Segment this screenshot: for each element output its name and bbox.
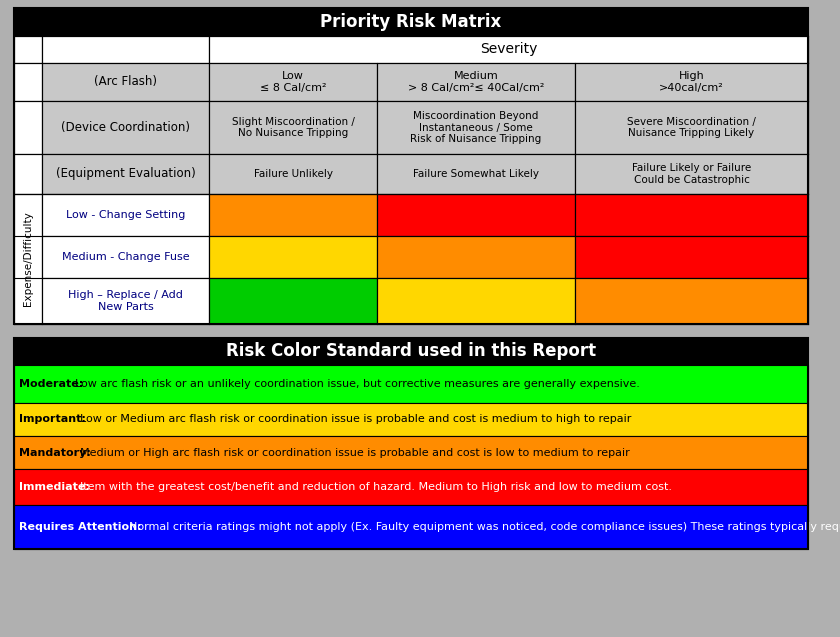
Bar — [575, 278, 808, 324]
Bar — [42, 36, 209, 63]
Text: Item with the greatest cost/benefit and reduction of hazard. Medium to High risk: Item with the greatest cost/benefit and … — [73, 482, 672, 492]
Text: Failure Somewhat Likely: Failure Somewhat Likely — [413, 169, 539, 179]
Bar — [14, 8, 808, 324]
Text: High – Replace / Add
New Parts: High – Replace / Add New Parts — [68, 290, 183, 311]
Bar — [14, 8, 808, 36]
Text: Medium or High arc flash risk or coordination issue is probable and cost is low : Medium or High arc flash risk or coordin… — [73, 448, 630, 457]
Text: (Equipment Evaluation): (Equipment Evaluation) — [55, 168, 196, 180]
Bar — [209, 154, 377, 194]
Bar — [14, 194, 42, 324]
Text: Low
≤ 8 Cal/cm²: Low ≤ 8 Cal/cm² — [260, 71, 326, 93]
Text: Failure Likely or Failure
Could be Catastrophic: Failure Likely or Failure Could be Catas… — [632, 163, 751, 185]
Bar — [575, 194, 808, 236]
Text: Moderate:: Moderate: — [19, 379, 83, 389]
Bar — [42, 154, 209, 194]
Text: Medium
> 8 Cal/cm²≤ 40Cal/cm²: Medium > 8 Cal/cm²≤ 40Cal/cm² — [407, 71, 544, 93]
Bar — [42, 194, 209, 236]
Bar — [14, 36, 42, 63]
Text: Requires Attention:: Requires Attention: — [19, 522, 141, 532]
Text: Immediate:: Immediate: — [19, 482, 90, 492]
Bar — [209, 278, 377, 324]
Text: Low or Medium arc flash risk or coordination issue is probable and cost is mediu: Low or Medium arc flash risk or coordina… — [73, 415, 632, 424]
Bar — [42, 101, 209, 154]
Bar — [377, 236, 575, 278]
Text: Risk Color Standard used in this Report: Risk Color Standard used in this Report — [226, 343, 596, 361]
Bar — [377, 154, 575, 194]
Text: Medium - Change Fuse: Medium - Change Fuse — [61, 252, 189, 262]
Bar — [14, 338, 808, 549]
Text: Expense/Difficulty: Expense/Difficulty — [23, 211, 33, 306]
Text: (Arc Flash): (Arc Flash) — [94, 76, 157, 89]
Bar — [14, 154, 42, 194]
Bar — [377, 278, 575, 324]
Bar — [209, 101, 377, 154]
Bar — [14, 403, 808, 436]
Bar — [14, 505, 808, 549]
Bar — [377, 101, 575, 154]
Text: Slight Miscoordination /
No Nuisance Tripping: Slight Miscoordination / No Nuisance Tri… — [232, 117, 354, 138]
Text: High
>40cal/cm²: High >40cal/cm² — [659, 71, 724, 93]
Text: Failure Unlikely: Failure Unlikely — [254, 169, 333, 179]
Bar — [14, 365, 808, 403]
Bar — [14, 101, 42, 154]
Bar — [209, 36, 808, 63]
Bar — [14, 338, 808, 365]
Text: Miscoordination Beyond
Instantaneous / Some
Risk of Nuisance Tripping: Miscoordination Beyond Instantaneous / S… — [411, 111, 542, 144]
Text: (Device Coordination): (Device Coordination) — [61, 121, 190, 134]
Bar — [575, 236, 808, 278]
Text: Mandatory:: Mandatory: — [19, 448, 91, 457]
Bar — [377, 63, 575, 101]
Bar — [14, 63, 42, 101]
Bar — [209, 63, 377, 101]
Text: Priority Risk Matrix: Priority Risk Matrix — [320, 13, 501, 31]
Bar — [42, 236, 209, 278]
Text: Severity: Severity — [480, 43, 538, 57]
Bar — [42, 278, 209, 324]
Bar — [575, 63, 808, 101]
Bar — [14, 469, 808, 505]
Bar — [42, 63, 209, 101]
Bar — [209, 236, 377, 278]
Bar — [575, 154, 808, 194]
Text: Low - Change Setting: Low - Change Setting — [66, 210, 185, 220]
Text: Important:: Important: — [19, 415, 86, 424]
Bar — [575, 101, 808, 154]
Bar — [209, 194, 377, 236]
Text: Normal criteria ratings might not apply (Ex. Faulty equipment was noticed, code : Normal criteria ratings might not apply … — [122, 522, 840, 532]
Text: Severe Miscoordination /
Nuisance Tripping Likely: Severe Miscoordination / Nuisance Trippi… — [627, 117, 756, 138]
Text: Low arc flash risk or an unlikely coordination issue, but corrective measures ar: Low arc flash risk or an unlikely coordi… — [67, 379, 639, 389]
Bar — [377, 194, 575, 236]
Bar — [14, 436, 808, 469]
